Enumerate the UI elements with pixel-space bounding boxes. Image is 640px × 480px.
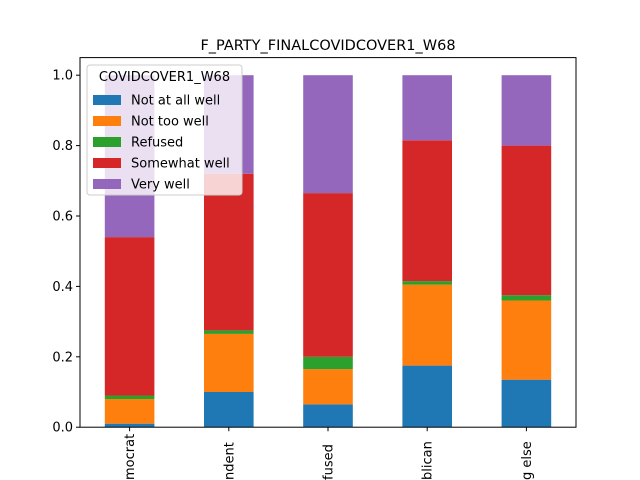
legend-box <box>86 64 243 196</box>
legend: COVIDCOVER1_W68 Not at all well Not too we… <box>86 64 243 196</box>
legend-swatch <box>93 179 121 189</box>
bar-segment <box>303 404 353 428</box>
legend-swatch <box>93 95 121 105</box>
legend-label: Very well <box>131 178 190 193</box>
x-axis: mocrat ndent fused blican g else <box>123 427 535 480</box>
legend-label: Somewhat well <box>131 157 230 172</box>
bar-segment <box>402 284 452 366</box>
bar-segment <box>501 295 552 301</box>
bar-segment <box>501 379 552 428</box>
plot-frame <box>79 57 577 428</box>
bar-segment <box>303 75 353 194</box>
y-tick-label: 1.0 <box>52 69 73 84</box>
bar-segment <box>402 281 452 285</box>
bar-segment <box>104 399 155 424</box>
y-tick-label: 0.4 <box>52 280 73 295</box>
bar-segment <box>104 395 155 400</box>
bars <box>104 75 552 428</box>
legend-label: Not too well <box>131 115 209 130</box>
legend-swatch <box>93 116 121 126</box>
y-tick-label: 0.6 <box>52 210 73 225</box>
x-tick-label: mocrat <box>123 434 138 480</box>
bar-segment <box>402 140 452 282</box>
bar-segment <box>204 333 254 392</box>
bar-segment <box>104 423 155 428</box>
bar-segment <box>204 392 254 428</box>
bar-segment <box>402 75 452 141</box>
x-tick-label: ndent <box>222 442 237 480</box>
y-tick-label: 0.8 <box>52 139 73 154</box>
bar-segment <box>501 145 552 296</box>
x-tick-label: fused <box>322 444 337 480</box>
y-tick-label: 0.0 <box>52 421 73 436</box>
bar-segment <box>204 173 254 331</box>
y-axis: 0.0 0.2 0.4 0.6 0.8 1.0 <box>52 69 80 436</box>
legend-label: Refused <box>131 136 183 151</box>
bar-segment <box>303 356 353 370</box>
bar-segment <box>303 193 353 357</box>
bar-segment <box>104 237 155 396</box>
x-tick-label: g else <box>520 441 535 480</box>
y-tick-label: 0.2 <box>52 350 73 365</box>
bar-segment <box>501 75 552 146</box>
bar-segment <box>204 330 254 334</box>
x-tick-label: blican <box>421 441 436 480</box>
bar-segment <box>402 365 452 428</box>
legend-swatch <box>93 158 121 168</box>
bar-segment <box>501 300 552 380</box>
chart-title: F_PARTY_FINALCOVIDCOVER1_W68 <box>200 38 455 54</box>
legend-swatch <box>93 137 121 147</box>
bar-segment <box>303 369 353 405</box>
legend-title: COVIDCOVER1_W68 <box>99 70 230 85</box>
legend-label: Not at all well <box>131 94 220 109</box>
